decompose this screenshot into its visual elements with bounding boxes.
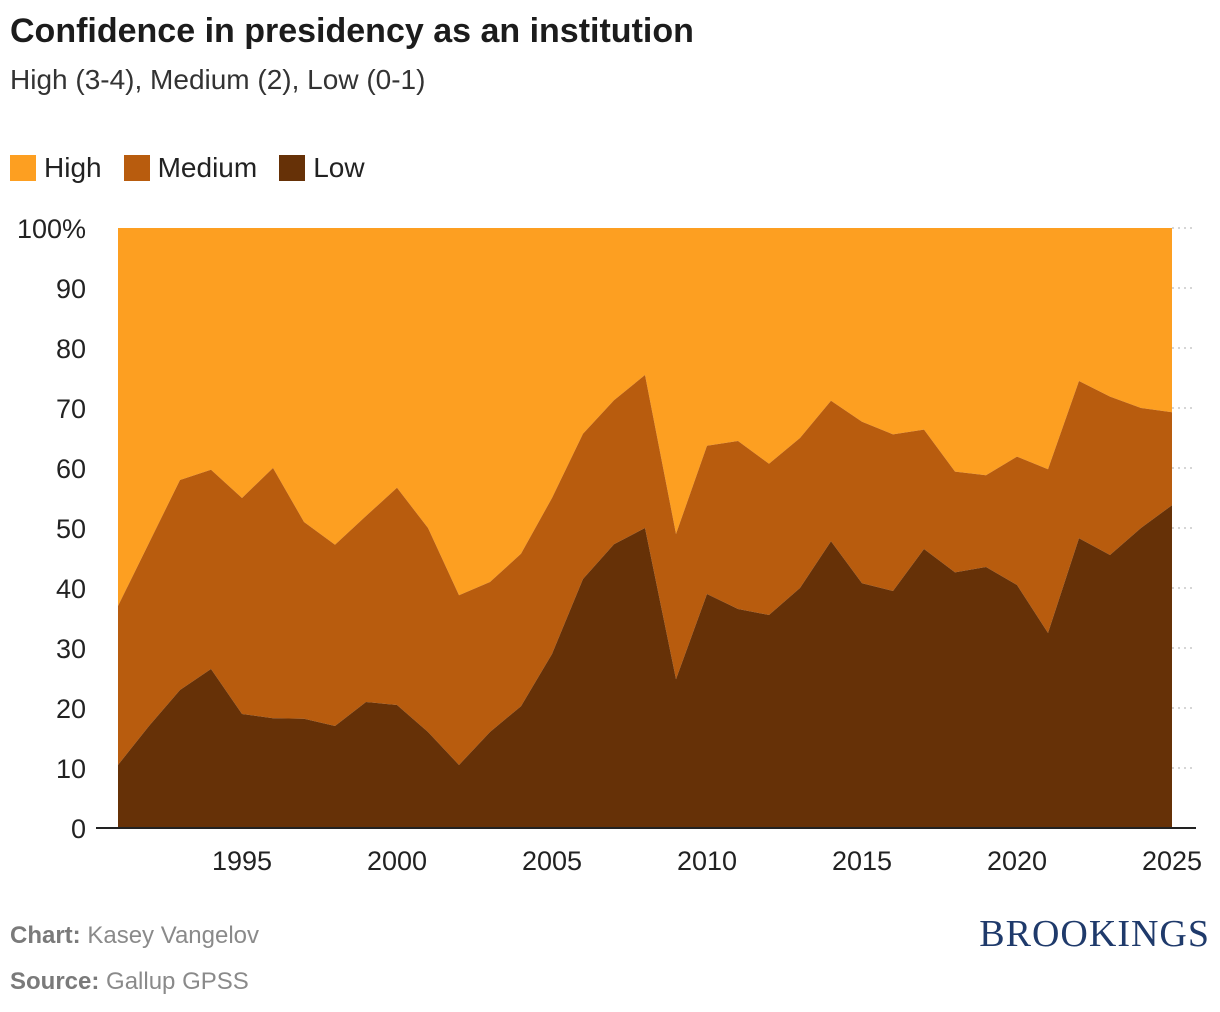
legend-label-high: High (44, 152, 102, 183)
chart-source: Source: Gallup GPSS (10, 968, 249, 996)
chart-credit-label: Chart: (10, 922, 81, 949)
area-high (118, 228, 1172, 606)
x-tick-label: 2015 (832, 846, 892, 876)
chart-source-value: Gallup GPSS (106, 968, 249, 995)
y-tick-label: 80 (56, 334, 86, 364)
x-tick-label: 2005 (522, 846, 582, 876)
y-tick-label: 50 (56, 514, 86, 544)
area-medium (118, 375, 1172, 765)
chart-credit-value: Kasey Vangelov (87, 922, 260, 949)
chart-title: Confidence in presidency as an instituti… (10, 12, 694, 50)
x-tick-label: 2000 (367, 846, 427, 876)
brookings-logo: BROOKINGS (979, 913, 1210, 955)
y-tick-label: 20 (56, 694, 86, 724)
legend-label-low: Low (313, 152, 365, 183)
legend-swatch-low (279, 155, 306, 181)
stacked-area-chart: 0 10 20 30 40 50 60 70 80 90 100% 1995 2000 2005 2010 2… (17, 214, 1202, 876)
y-tick-label: 60 (56, 454, 86, 484)
y-tick-label: 0 (71, 814, 86, 844)
legend: High Medium Low (10, 152, 387, 184)
y-tick-label: 10 (56, 754, 86, 784)
x-tick-label: 2010 (677, 846, 737, 876)
legend-item-high: High (10, 152, 102, 184)
x-tick-label: 1995 (212, 846, 272, 876)
y-tick-label: 90 (56, 274, 86, 304)
legend-item-medium: Medium (123, 152, 258, 184)
x-tick-label: 2020 (987, 846, 1047, 876)
chart-source-label: Source: (10, 968, 100, 995)
y-tick-label: 30 (56, 634, 86, 664)
area-low (118, 505, 1172, 828)
legend-swatch-medium (123, 155, 150, 181)
chart-credit: Chart: Kasey Vangelov (10, 922, 259, 950)
chart-subtitle: High (3-4), Medium (2), Low (0-1) (10, 64, 426, 95)
y-tick-label: 40 (56, 574, 86, 604)
legend-item-low: Low (279, 152, 365, 184)
legend-swatch-high (10, 155, 36, 181)
y-tick-label: 100% (17, 214, 86, 244)
y-tick-label: 70 (56, 394, 86, 424)
legend-label-medium: Medium (157, 152, 258, 183)
x-tick-label: 2025 (1142, 846, 1202, 876)
